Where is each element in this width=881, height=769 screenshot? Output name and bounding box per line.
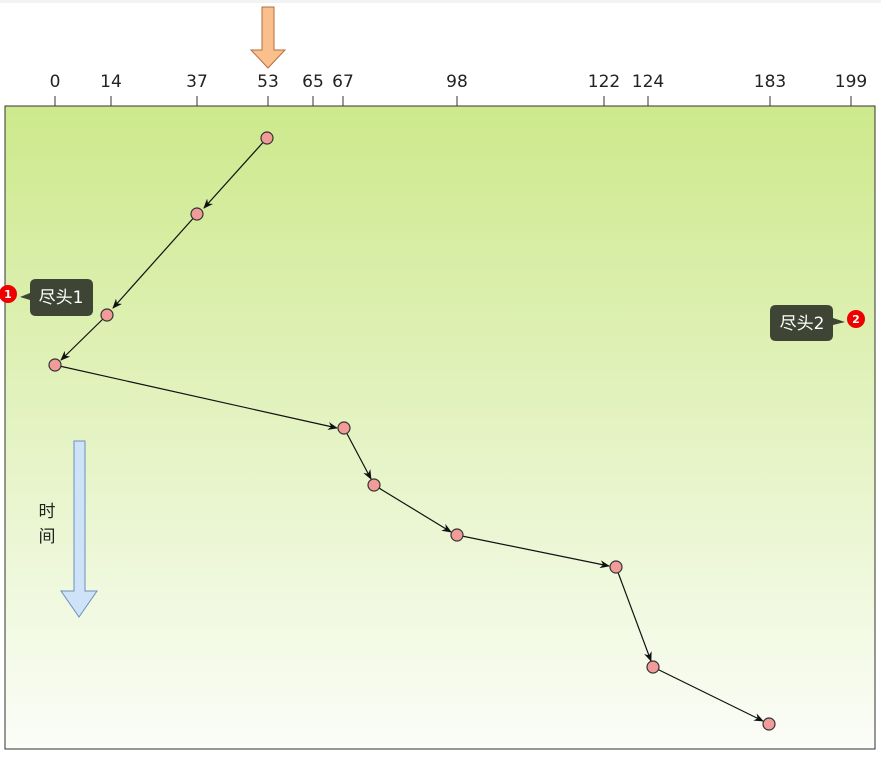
point bbox=[367, 478, 381, 492]
head-arrow bbox=[249, 6, 287, 69]
move bbox=[112, 213, 198, 309]
badge bbox=[847, 310, 865, 328]
tick-label: 122 bbox=[588, 72, 620, 92]
point bbox=[190, 207, 204, 221]
callout-label: 尽头1 bbox=[39, 288, 84, 308]
callout bbox=[770, 305, 845, 341]
point bbox=[337, 421, 351, 435]
move bbox=[456, 534, 610, 569]
time-label: 间 bbox=[39, 527, 56, 547]
point bbox=[450, 528, 464, 542]
move bbox=[60, 314, 108, 361]
badge-label: 1 bbox=[4, 288, 12, 301]
badge bbox=[0, 285, 17, 303]
time-label: 时 bbox=[39, 502, 56, 522]
tick-label: 124 bbox=[632, 72, 664, 92]
point bbox=[609, 560, 623, 574]
tick-label: 37 bbox=[186, 72, 208, 92]
badge-label: 2 bbox=[852, 313, 860, 326]
point bbox=[260, 131, 274, 145]
axis: 0 14 37 53 65 67 98 122 124 183 199 bbox=[50, 72, 867, 106]
panel bbox=[4, 105, 876, 750]
path bbox=[54, 137, 764, 722]
tick-label: 53 bbox=[257, 72, 279, 92]
tick-label: 0 bbox=[50, 72, 61, 92]
tick-label: 65 bbox=[302, 72, 324, 92]
move bbox=[54, 364, 338, 430]
callout-label: 尽头2 bbox=[780, 314, 825, 334]
move bbox=[373, 484, 452, 533]
callout bbox=[20, 279, 93, 316]
time-arrow bbox=[60, 440, 98, 618]
points bbox=[48, 131, 776, 731]
move bbox=[652, 666, 764, 722]
move bbox=[343, 427, 372, 480]
tick-label: 14 bbox=[100, 72, 122, 92]
top-strip bbox=[0, 0, 881, 3]
tick-label: 183 bbox=[754, 72, 786, 92]
point bbox=[48, 358, 62, 372]
point bbox=[100, 308, 114, 322]
point bbox=[646, 660, 660, 674]
tick-label: 98 bbox=[446, 72, 468, 92]
move bbox=[615, 566, 652, 662]
point bbox=[762, 717, 776, 731]
tick-label: 67 bbox=[332, 72, 354, 92]
tick-label: 199 bbox=[835, 72, 867, 92]
move bbox=[203, 137, 268, 209]
